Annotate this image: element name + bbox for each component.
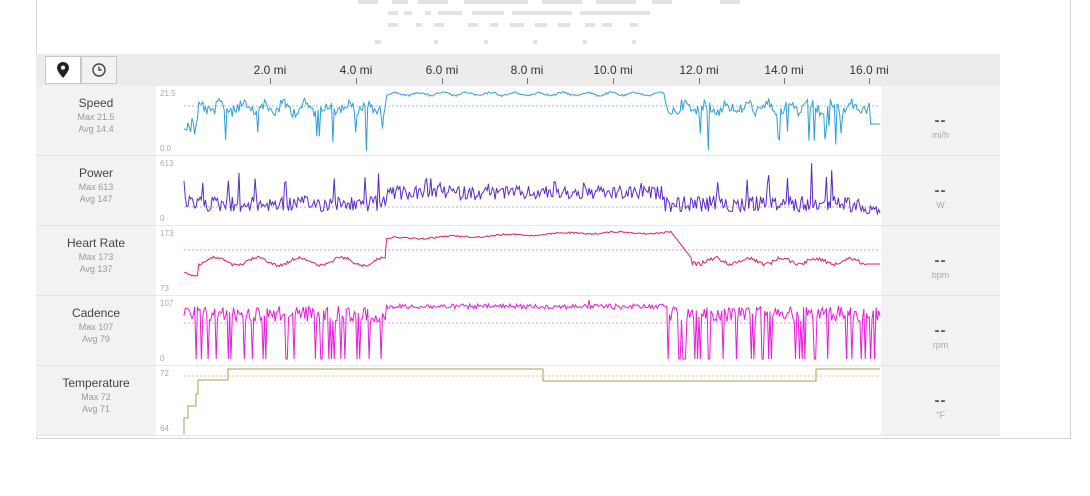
metric-label-panel: Speed Max 21.5 Avg 14.4 bbox=[36, 86, 156, 156]
metric-label-panel: Temperature Max 72 Avg 71 bbox=[36, 366, 156, 436]
unit-label: °F bbox=[935, 410, 946, 420]
metric-line bbox=[183, 163, 881, 216]
metric-avg: Avg 71 bbox=[82, 404, 110, 414]
metric-graph-svg bbox=[183, 230, 880, 277]
current-value: -- bbox=[934, 112, 947, 129]
metric-max: Max 173 bbox=[78, 252, 114, 262]
metric-avg: Avg 147 bbox=[79, 194, 113, 204]
distance-marker-tick bbox=[699, 78, 700, 84]
distance-marker-tick bbox=[270, 78, 271, 84]
current-value: -- bbox=[934, 322, 947, 339]
distance-marker-tick bbox=[356, 78, 357, 84]
distance-scale: 2.0 mi 4.0 mi 6.0 mi 8.0 mi 10.0 mi 12.0 mi 14… bbox=[36, 54, 1000, 86]
metric-value-panel: -- °F bbox=[881, 366, 1000, 436]
distance-marker-label: 14.0 mi bbox=[764, 63, 804, 77]
unit-label: rpm bbox=[932, 340, 949, 350]
metric-label-panel: Heart Rate Max 173 Avg 137 bbox=[36, 226, 156, 296]
metric-max: Max 107 bbox=[78, 322, 114, 332]
metric-graph-svg bbox=[183, 299, 881, 360]
metric-row-temp: Temperature Max 72 Avg 71 72 64 -- °F bbox=[36, 366, 1000, 436]
metric-avg: Avg 14.4 bbox=[78, 124, 114, 134]
metric-line bbox=[183, 299, 881, 360]
distance-marker-label: 2.0 mi bbox=[253, 63, 287, 77]
distance-marker-tick bbox=[442, 78, 443, 84]
metric-graph[interactable]: 613 0 bbox=[156, 156, 881, 226]
distance-marker-label: 4.0 mi bbox=[339, 63, 373, 77]
y-axis-min-label: 64 bbox=[160, 424, 169, 433]
metric-value-panel: -- W bbox=[881, 156, 1000, 226]
metric-name: Cadence bbox=[71, 306, 121, 320]
metric-name: Power bbox=[78, 166, 113, 180]
metric-max: Max 72 bbox=[81, 392, 111, 402]
metric-graph[interactable]: 72 64 bbox=[156, 366, 881, 436]
metric-graph[interactable]: 107 0 bbox=[156, 296, 881, 366]
metric-graph-svg bbox=[183, 368, 880, 434]
metric-graph-svg bbox=[183, 90, 880, 151]
y-axis-min-label: 0.0 bbox=[160, 144, 172, 153]
metric-name: Heart Rate bbox=[66, 236, 126, 250]
map-pin-icon bbox=[57, 62, 69, 78]
distance-marker-label: 16.0 mi bbox=[849, 63, 889, 77]
time-mode-button[interactable] bbox=[81, 56, 117, 84]
distance-marker-tick bbox=[784, 78, 785, 84]
metric-max: Max 21.5 bbox=[77, 112, 115, 122]
y-axis-max-label: 21.5 bbox=[160, 89, 176, 98]
distance-marker-label: 12.0 mi bbox=[679, 63, 719, 77]
unit-label: W bbox=[936, 200, 945, 210]
unit-label: mi/h bbox=[931, 130, 949, 140]
y-axis-min-label: 0 bbox=[160, 354, 165, 363]
metric-value-panel: -- rpm bbox=[881, 296, 1000, 366]
metric-name: Temperature bbox=[62, 376, 130, 390]
metric-name: Speed bbox=[78, 96, 114, 110]
y-axis-min-label: 73 bbox=[160, 284, 169, 293]
metric-graph[interactable]: 21.5 0.0 bbox=[156, 86, 881, 156]
distance-marker-label: 8.0 mi bbox=[510, 63, 544, 77]
distance-marker-tick bbox=[869, 78, 870, 84]
metric-row-power: Power Max 613 Avg 147 613 0 -- W bbox=[36, 156, 1000, 226]
metric-graph-svg bbox=[183, 163, 881, 216]
metric-value-panel: -- bpm bbox=[881, 226, 1000, 296]
location-mode-button[interactable] bbox=[45, 56, 81, 84]
y-axis-max-label: 613 bbox=[160, 159, 174, 168]
metric-avg: Avg 79 bbox=[82, 334, 110, 344]
y-axis-max-label: 107 bbox=[160, 299, 174, 308]
distance-marker-label: 10.0 mi bbox=[593, 63, 633, 77]
metric-row-cadence: Cadence Max 107 Avg 79 107 0 -- rpm bbox=[36, 296, 1000, 366]
metric-line bbox=[183, 90, 880, 151]
current-value: -- bbox=[934, 182, 947, 199]
metric-row-hr: Heart Rate Max 173 Avg 137 173 73 -- bpm bbox=[36, 226, 1000, 296]
metric-line bbox=[183, 368, 880, 434]
metric-graph[interactable]: 173 73 bbox=[156, 226, 881, 296]
metric-max: Max 613 bbox=[78, 182, 114, 192]
metric-avg: Avg 137 bbox=[79, 264, 113, 274]
metric-label-panel: Power Max 613 Avg 147 bbox=[36, 156, 156, 226]
clock-icon bbox=[92, 63, 106, 77]
current-value: -- bbox=[934, 392, 947, 409]
metric-row-speed: Speed Max 21.5 Avg 14.4 21.5 0.0 -- mi/h bbox=[36, 86, 1000, 156]
chart-toolbar: 2.0 mi 4.0 mi 6.0 mi 8.0 mi 10.0 mi 12.0 mi 14… bbox=[36, 54, 1000, 86]
y-axis-max-label: 173 bbox=[160, 229, 174, 238]
metric-value-panel: -- mi/h bbox=[881, 86, 1000, 156]
distance-marker-tick bbox=[613, 78, 614, 84]
y-axis-max-label: 72 bbox=[160, 369, 169, 378]
distance-marker-label: 6.0 mi bbox=[425, 63, 459, 77]
distance-marker-tick bbox=[527, 78, 528, 84]
unit-label: bpm bbox=[931, 270, 950, 280]
current-value: -- bbox=[934, 252, 947, 269]
metric-line bbox=[183, 230, 880, 277]
y-axis-min-label: 0 bbox=[160, 214, 165, 223]
metric-label-panel: Cadence Max 107 Avg 79 bbox=[36, 296, 156, 366]
